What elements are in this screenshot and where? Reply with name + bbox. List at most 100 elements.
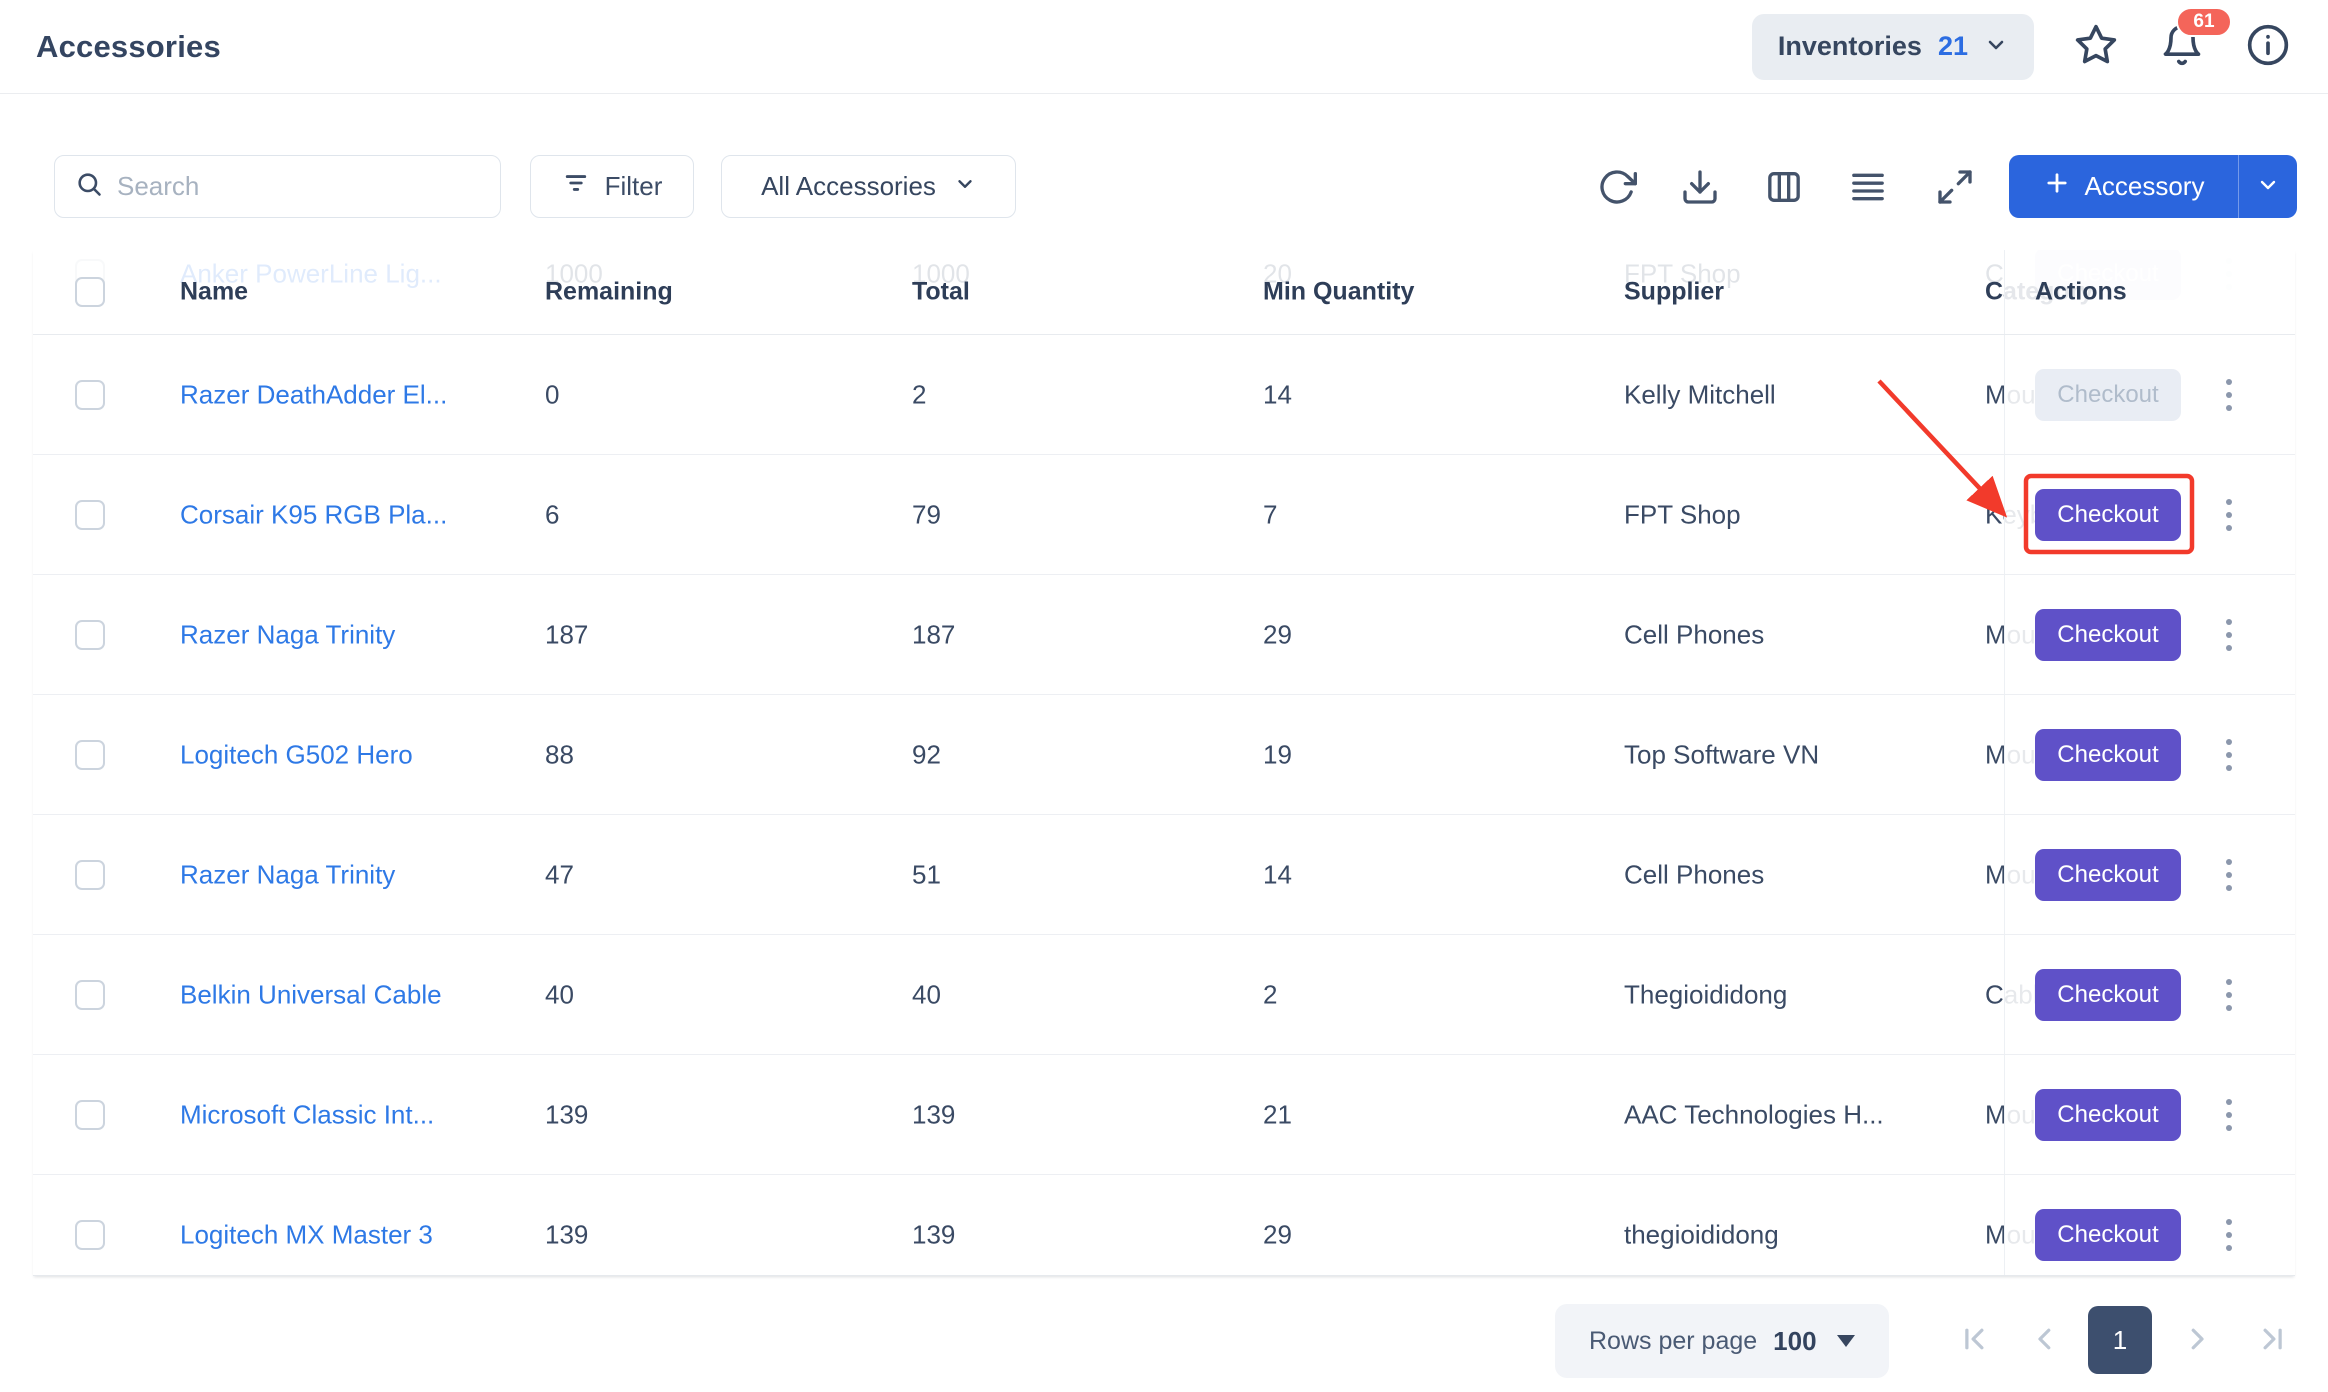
supplier-value: AAC Technologies H...: [1624, 1099, 1884, 1129]
actions-sticky-column: Checkout: [2004, 1055, 2295, 1174]
current-page-button[interactable]: 1: [2088, 1306, 2152, 1374]
checkout-button[interactable]: Checkout: [2035, 608, 2181, 661]
total-value: 139: [912, 1219, 956, 1249]
row-checkbox[interactable]: [75, 739, 105, 770]
download-icon: [1680, 167, 1720, 210]
rows-per-page-selector[interactable]: Rows per page 100: [1555, 1304, 1889, 1378]
fullscreen-button[interactable]: [1931, 164, 1979, 212]
min-quantity-value: 21: [1263, 1099, 1292, 1129]
accessory-name-link[interactable]: Razer DeathAdder El...: [180, 379, 448, 409]
top-bar-actions: Inventories 21 61: [1751, 6, 2292, 80]
dots-vertical-icon: [2226, 738, 2232, 771]
row-checkbox[interactable]: [75, 979, 105, 1010]
table-row: Razer DeathAdder El... 0 2 14 Kelly Mitc…: [33, 335, 2295, 455]
row-height-button[interactable]: [1844, 164, 1892, 212]
column-settings-button[interactable]: [1760, 164, 1808, 212]
row-checkbox[interactable]: [75, 859, 105, 890]
column-header-supplier: Supplier: [1624, 277, 1725, 306]
checkout-button[interactable]: Checkout: [2035, 1208, 2181, 1261]
checkout-button[interactable]: Checkout: [2035, 488, 2181, 541]
supplier-value: thegioididong: [1624, 1219, 1779, 1249]
min-quantity-value: 29: [1263, 1219, 1292, 1249]
inventories-selector[interactable]: Inventories 21: [1751, 13, 2034, 80]
table-row: Microsoft Classic Int... 139 139 21 AAC …: [33, 1055, 2295, 1175]
supplier-value: Cell Phones: [1624, 859, 1765, 889]
search-input[interactable]: [117, 171, 480, 202]
row-menu-button[interactable]: [2209, 371, 2249, 419]
add-accessory-menu-button[interactable]: [2239, 155, 2297, 218]
checkout-button[interactable]: Checkout: [2035, 1088, 2181, 1141]
actions-sticky-column: Actions: [2004, 250, 2295, 334]
row-menu-button[interactable]: [2209, 1091, 2249, 1139]
accessories-view-filter[interactable]: All Accessories: [721, 155, 1016, 218]
row-menu-button[interactable]: [2209, 971, 2249, 1019]
row-checkbox[interactable]: [75, 499, 105, 530]
accessory-name-link[interactable]: Microsoft Classic Int...: [180, 1099, 435, 1129]
min-quantity-value: 7: [1263, 499, 1278, 529]
filter-icon: [562, 169, 590, 204]
table-row-highlighted: Corsair K95 RGB Pla... 6 79 7 FPT Shop K…: [33, 455, 2295, 575]
dots-vertical-icon: [2226, 858, 2232, 891]
accessory-name-link[interactable]: Logitech G502 Hero: [180, 739, 413, 769]
last-page-button[interactable]: [2244, 1306, 2300, 1374]
expand-icon: [1935, 167, 1975, 210]
table-toolbar: Filter All Accessories: [0, 94, 2328, 250]
total-value: 2: [912, 379, 927, 409]
supplier-value: FPT Shop: [1624, 499, 1741, 529]
table-header-row: Name Remaining Total Min Quantity Suppli…: [33, 250, 2295, 335]
row-menu-button[interactable]: [2209, 851, 2249, 899]
filter-button[interactable]: Filter: [530, 155, 694, 218]
actions-sticky-column: Checkout: [2004, 695, 2295, 814]
accessory-name-link[interactable]: Belkin Universal Cable: [180, 979, 442, 1009]
favorite-button[interactable]: [2072, 23, 2120, 71]
row-checkbox[interactable]: [75, 379, 105, 410]
accessory-name-link[interactable]: Corsair K95 RGB Pla...: [180, 499, 448, 529]
chevron-down-icon: [2256, 173, 2280, 200]
next-page-button[interactable]: [2169, 1306, 2225, 1374]
actions-sticky-column: Checkout: [2004, 455, 2295, 574]
remaining-value: 88: [545, 739, 574, 769]
row-menu-button[interactable]: [2209, 491, 2249, 539]
accessory-name-link[interactable]: Razer Naga Trinity: [180, 619, 396, 649]
inventories-count: 21: [1937, 31, 1968, 61]
actions-sticky-column: Checkout: [2004, 335, 2295, 454]
column-header-name: Name: [180, 277, 249, 306]
row-checkbox[interactable]: [75, 1099, 105, 1130]
total-value: 92: [912, 739, 941, 769]
chevron-down-icon: [1984, 33, 2008, 60]
select-all-checkbox[interactable]: [75, 277, 105, 307]
remaining-value: 0: [545, 379, 560, 409]
total-value: 139: [912, 1099, 956, 1129]
checkout-button: Checkout: [2035, 368, 2181, 421]
add-accessory-button[interactable]: Accessory: [2009, 155, 2239, 218]
previous-page-button[interactable]: [2017, 1306, 2073, 1374]
refresh-icon: [1597, 167, 1637, 210]
row-menu-button[interactable]: [2209, 611, 2249, 659]
chevron-left-icon: [2030, 1324, 2060, 1357]
refresh-button[interactable]: [1593, 164, 1641, 212]
column-header-actions: Actions: [2035, 277, 2127, 306]
checkout-button[interactable]: Checkout: [2035, 968, 2181, 1021]
top-bar: Accessories Inventories 21 61: [0, 0, 2328, 94]
download-button[interactable]: [1676, 164, 1724, 212]
remaining-value: 187: [545, 619, 589, 649]
accessory-name-link[interactable]: Razer Naga Trinity: [180, 859, 396, 889]
row-menu-button[interactable]: [2209, 731, 2249, 779]
checkout-button[interactable]: Checkout: [2035, 728, 2181, 781]
min-quantity-value: 14: [1263, 379, 1292, 409]
column-header-remaining: Remaining: [545, 277, 673, 306]
dots-vertical-icon: [2226, 618, 2232, 651]
remaining-value: 40: [545, 979, 574, 1009]
first-page-icon: [1960, 1324, 1990, 1357]
min-quantity-value: 2: [1263, 979, 1278, 1009]
accessory-name-link[interactable]: Logitech MX Master 3: [180, 1219, 433, 1249]
columns-icon: [1764, 167, 1804, 210]
table-row: Razer Naga Trinity 187 187 29 Cell Phone…: [33, 575, 2295, 695]
row-checkbox[interactable]: [75, 1219, 105, 1250]
row-menu-button[interactable]: [2209, 1211, 2249, 1259]
row-checkbox[interactable]: [75, 619, 105, 650]
first-page-button[interactable]: [1947, 1306, 2003, 1374]
info-button[interactable]: [2244, 23, 2292, 71]
notifications-button[interactable]: 61: [2158, 6, 2232, 71]
checkout-button[interactable]: Checkout: [2035, 848, 2181, 901]
